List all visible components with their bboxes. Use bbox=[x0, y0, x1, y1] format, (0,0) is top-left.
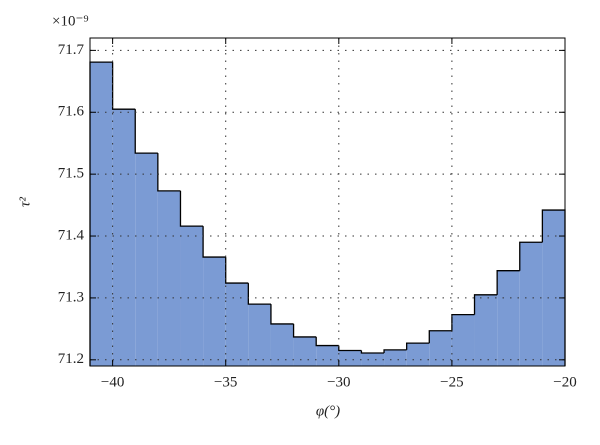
y-tick-label: 71.2 bbox=[58, 351, 84, 367]
y-tick-label: 71.3 bbox=[58, 289, 84, 305]
bar bbox=[384, 349, 407, 366]
y-axis-label: τ² bbox=[17, 197, 33, 207]
bar bbox=[270, 323, 294, 366]
bar-outline bbox=[270, 304, 294, 325]
bar bbox=[406, 343, 430, 366]
bar-outline bbox=[315, 336, 339, 347]
bar-outline bbox=[406, 342, 430, 350]
bar bbox=[338, 350, 362, 366]
bar-outline bbox=[111, 62, 136, 110]
bar-outline bbox=[247, 283, 271, 305]
bar bbox=[135, 153, 158, 366]
bar bbox=[157, 190, 181, 366]
bar bbox=[225, 283, 249, 366]
x-tick-label: −20 bbox=[553, 374, 576, 390]
y-tick-label: 71.7 bbox=[58, 42, 85, 58]
x-tick-label: −25 bbox=[440, 374, 463, 390]
bar-outline bbox=[519, 241, 543, 271]
bar bbox=[293, 336, 317, 366]
bar-outline bbox=[157, 153, 181, 192]
bar bbox=[542, 210, 565, 366]
bar bbox=[248, 304, 271, 366]
bar-outline bbox=[383, 349, 407, 354]
bar-outline bbox=[451, 313, 475, 331]
bar-outline bbox=[202, 226, 226, 258]
bar bbox=[519, 242, 543, 366]
bar bbox=[180, 226, 204, 366]
y-multiplier: ×10⁻⁹ bbox=[52, 13, 89, 29]
bar-outline bbox=[179, 190, 204, 227]
bar-outline bbox=[338, 345, 362, 352]
bar bbox=[112, 109, 136, 367]
x-tick-label: −40 bbox=[101, 374, 124, 390]
x-axis-label: φ(°) bbox=[316, 403, 340, 419]
bar bbox=[474, 294, 498, 366]
x-tick-label: −30 bbox=[327, 374, 350, 390]
bar bbox=[316, 345, 339, 366]
bar bbox=[90, 62, 113, 366]
bar bbox=[361, 353, 385, 366]
bar-outline bbox=[473, 294, 498, 315]
bar bbox=[203, 257, 226, 366]
bar bbox=[451, 314, 475, 366]
bar bbox=[429, 330, 452, 366]
bar-outline bbox=[225, 257, 249, 284]
y-tick-label: 71.5 bbox=[58, 166, 84, 182]
bar-outline bbox=[360, 350, 385, 354]
y-tick-label: 71.4 bbox=[58, 227, 85, 243]
plot-frame bbox=[89, 37, 566, 367]
bar-outline bbox=[428, 330, 452, 344]
bar-outline bbox=[292, 323, 317, 338]
bar bbox=[497, 270, 520, 366]
x-tick-label: −35 bbox=[214, 374, 237, 390]
y-tick-label: 71.6 bbox=[58, 104, 85, 120]
bar-outline bbox=[496, 270, 520, 295]
bar-outline bbox=[134, 109, 158, 154]
